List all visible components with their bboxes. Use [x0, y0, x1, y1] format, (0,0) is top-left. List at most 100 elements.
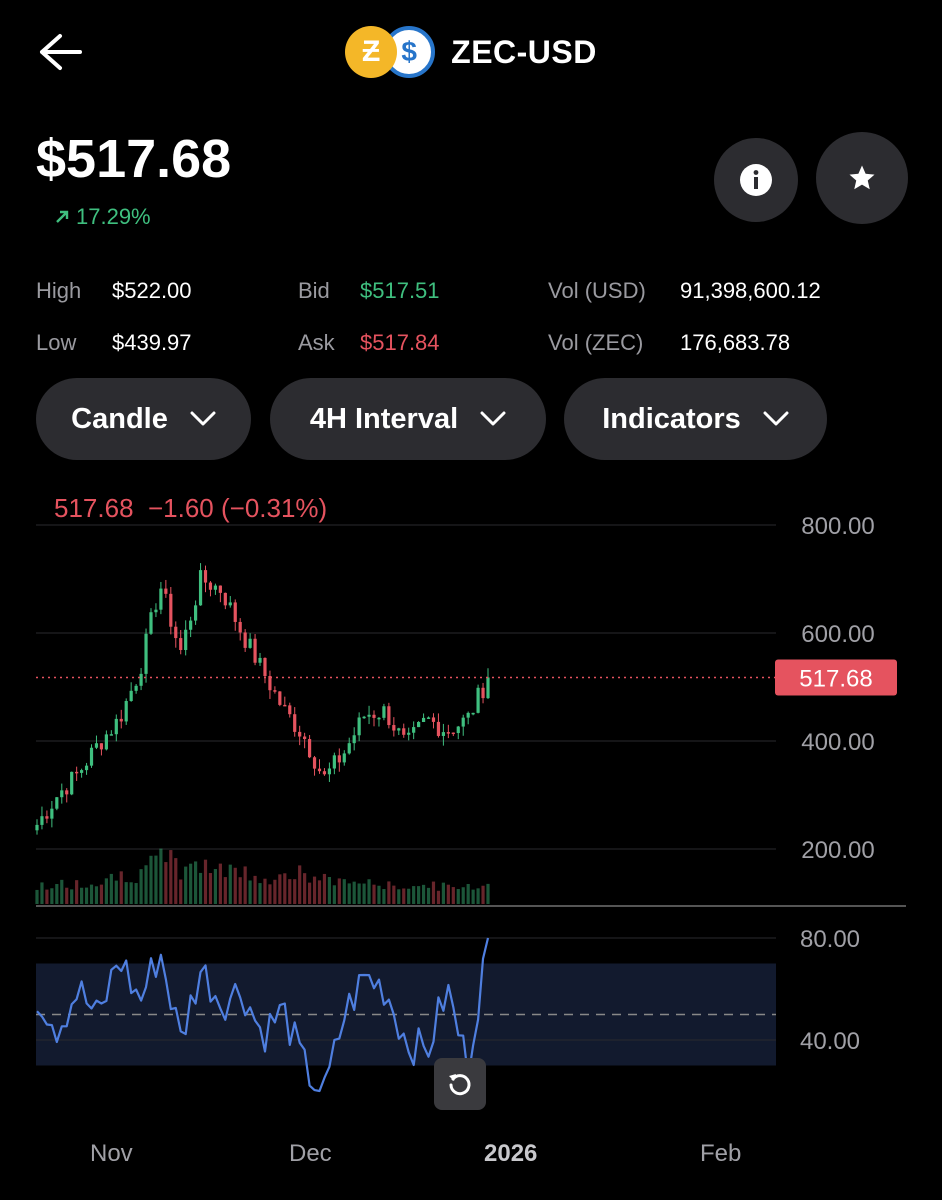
- volume-bar: [45, 889, 49, 904]
- volume-bar: [288, 879, 292, 904]
- stat-vol-zec-label: Vol (ZEC): [548, 330, 644, 355]
- candle-body: [45, 816, 49, 819]
- stat-ask-label: Ask: [298, 330, 335, 355]
- favorite-button[interactable]: [816, 132, 908, 224]
- volume-bar: [203, 859, 208, 904]
- stat-vol-usd-value: 91,398,600.12: [680, 278, 821, 303]
- stat-vol-usd: Vol (USD): [548, 278, 646, 304]
- candle-body: [179, 638, 183, 651]
- current-price: $517.68: [36, 129, 232, 189]
- candle-body: [293, 714, 297, 732]
- candle-body: [357, 717, 361, 736]
- candle-body: [332, 755, 336, 769]
- indicators-dropdown[interactable]: Indicators: [564, 378, 827, 460]
- candle-body: [223, 592, 227, 606]
- candle-body: [218, 585, 222, 593]
- volume-bar: [268, 884, 272, 904]
- volume-bar: [342, 879, 346, 904]
- volume-bar: [179, 879, 183, 904]
- info-button[interactable]: [714, 138, 798, 222]
- volume-bar: [327, 877, 332, 904]
- volume-bar: [213, 869, 218, 904]
- candle-body: [198, 570, 203, 606]
- stat-vol-zec: Vol (ZEC): [548, 330, 643, 356]
- volume-bar: [392, 885, 396, 904]
- candle-body: [238, 621, 242, 633]
- volume-bar: [337, 878, 341, 904]
- volume-bar: [307, 882, 312, 904]
- volume-bar: [446, 884, 450, 904]
- candle-body: [144, 633, 148, 674]
- price-grid: 800.00 600.00 400.00 200.00: [36, 513, 875, 864]
- candle-body: [417, 722, 421, 728]
- volume-bar: [114, 880, 118, 904]
- volume-bar: [159, 848, 163, 904]
- current-price-tag-label: 517.68: [799, 665, 872, 692]
- candle-body: [213, 585, 218, 590]
- volume-bar: [70, 889, 74, 904]
- candle-body: [456, 726, 460, 734]
- volume-bar: [149, 855, 153, 904]
- candle-body: [392, 725, 396, 731]
- volume-bar: [456, 889, 460, 904]
- volume-bar: [40, 882, 44, 904]
- interval-label: 4H Interval: [309, 402, 459, 435]
- chart-type-dropdown[interactable]: Candle: [36, 378, 251, 460]
- volume-bar: [476, 888, 480, 904]
- volume-bar: [99, 884, 104, 904]
- volume-bar: [278, 874, 282, 904]
- candle-body: [124, 701, 128, 722]
- stat-bid: Bid: [298, 278, 330, 304]
- candle-body: [55, 797, 59, 809]
- volume-bar: [104, 878, 108, 904]
- candle-body: [362, 716, 366, 719]
- volume-bar: [402, 888, 406, 904]
- candle-body: [377, 717, 381, 720]
- volume-bar: [119, 871, 123, 904]
- volume-bar: [451, 887, 455, 904]
- volume-bar: [431, 881, 436, 904]
- volume-bar: [377, 885, 381, 904]
- month-label-feb: Feb: [700, 1140, 742, 1167]
- interval-dropdown[interactable]: 4H Interval: [270, 378, 546, 460]
- volume-bar: [109, 873, 113, 904]
- candle-body: [109, 734, 113, 736]
- reset-zoom-button[interactable]: [434, 1058, 486, 1110]
- candle-body: [169, 593, 173, 627]
- candle-body: [134, 685, 138, 691]
- candle-body: [119, 718, 123, 722]
- chart-type-label: Candle: [71, 402, 168, 435]
- volume-bar: [312, 876, 317, 904]
- stat-ask-value: $517.84: [360, 330, 440, 355]
- stat-high-label: High: [36, 278, 82, 303]
- volume-bar: [238, 877, 242, 904]
- candle-body: [154, 609, 158, 613]
- volume-bar: [407, 888, 411, 904]
- volume-bar: [357, 883, 361, 904]
- volume-bar: [164, 862, 168, 904]
- volume-bar: [169, 850, 173, 904]
- current-price-tag: [775, 659, 897, 696]
- volume-bar: [174, 858, 178, 904]
- candle-body: [149, 612, 153, 634]
- candle-body: [337, 755, 341, 763]
- rsi-pane: 80.00 40.00: [36, 926, 860, 1093]
- volume-bar: [273, 879, 277, 904]
- candle-body: [481, 687, 485, 699]
- volume-bar: [441, 882, 445, 904]
- candle-body: [89, 747, 94, 766]
- back-button[interactable]: [30, 24, 90, 80]
- candle-body: [327, 768, 332, 775]
- volume-bar: [387, 881, 391, 904]
- month-label-2026: 2026: [484, 1140, 538, 1167]
- volume-bar: [248, 880, 252, 904]
- volume-bar: [362, 883, 366, 904]
- rsi-axis-label: 80.00: [800, 926, 860, 953]
- price-chart[interactable]: 800.00 600.00 400.00 200.00 517.68 517.68 −…: [0, 480, 942, 1200]
- indicators-label: Indicators: [602, 402, 741, 435]
- candle-body: [203, 570, 208, 583]
- refresh-icon: [449, 1074, 471, 1096]
- candle-body: [60, 790, 64, 798]
- candle-body: [342, 753, 346, 763]
- volume-bar: [352, 881, 356, 904]
